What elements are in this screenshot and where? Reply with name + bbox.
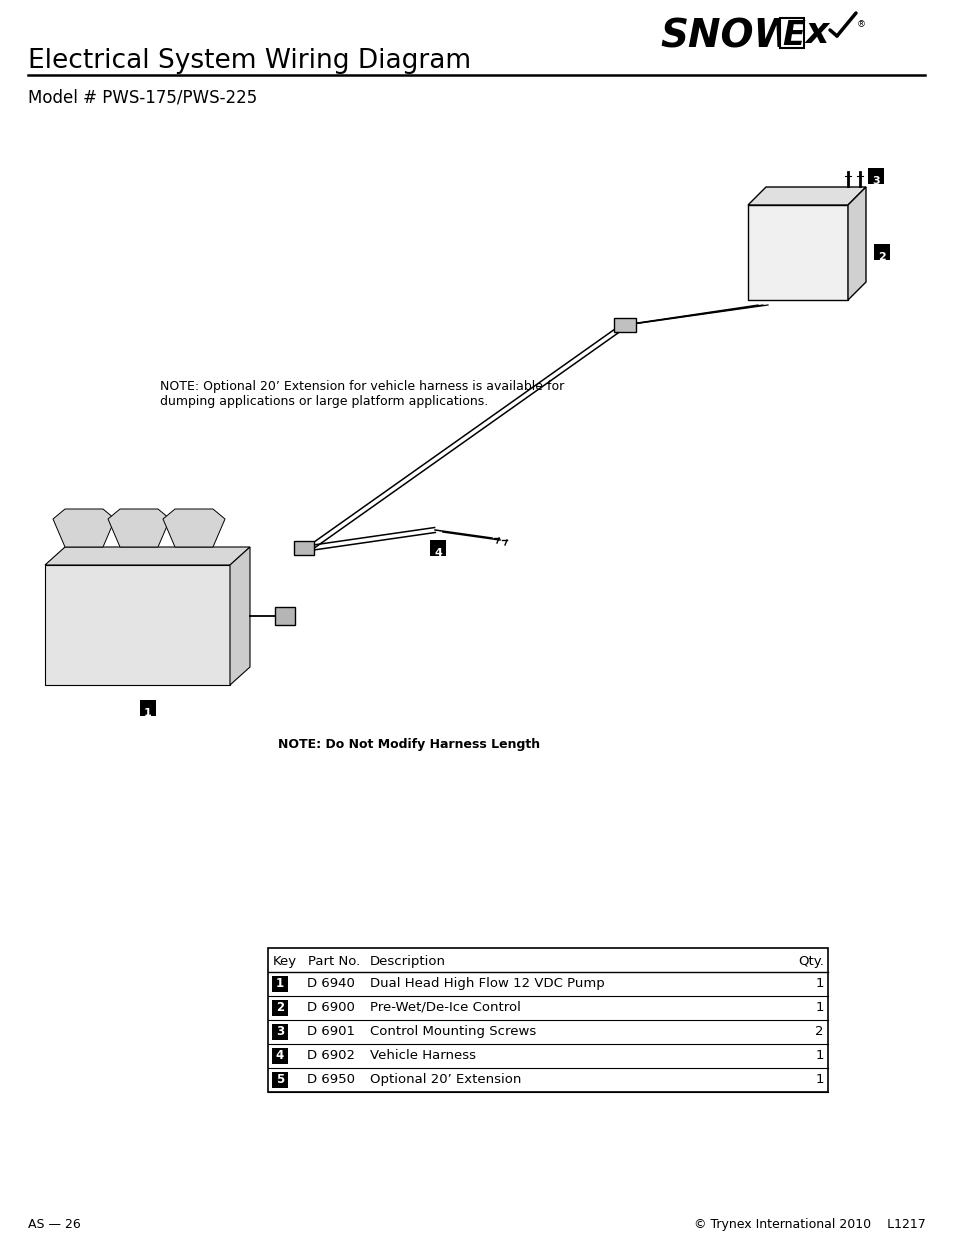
Text: 3: 3 bbox=[871, 177, 879, 186]
Text: D 6902: D 6902 bbox=[307, 1049, 355, 1062]
Text: Dual Head High Flow 12 VDC Pump: Dual Head High Flow 12 VDC Pump bbox=[370, 977, 604, 990]
Polygon shape bbox=[747, 205, 847, 300]
Text: 1: 1 bbox=[815, 1073, 823, 1086]
Text: 1: 1 bbox=[815, 1049, 823, 1062]
Polygon shape bbox=[108, 509, 170, 547]
Bar bbox=[140, 700, 156, 716]
Bar bbox=[272, 1049, 288, 1065]
Text: Key: Key bbox=[273, 955, 296, 968]
Text: 4: 4 bbox=[275, 1049, 284, 1062]
Bar bbox=[294, 541, 314, 555]
Bar bbox=[272, 1024, 288, 1040]
Text: Pre-Wet/De-Ice Control: Pre-Wet/De-Ice Control bbox=[370, 1002, 520, 1014]
Text: Qty.: Qty. bbox=[798, 955, 823, 968]
Polygon shape bbox=[230, 547, 250, 685]
Text: 1: 1 bbox=[815, 1002, 823, 1014]
Text: Optional 20’ Extension: Optional 20’ Extension bbox=[370, 1073, 521, 1086]
Polygon shape bbox=[45, 564, 230, 685]
Text: dumping applications or large platform applications.: dumping applications or large platform a… bbox=[160, 395, 488, 408]
Bar bbox=[873, 245, 889, 261]
Text: 4: 4 bbox=[434, 548, 441, 558]
Text: E: E bbox=[781, 19, 804, 52]
Text: Model # PWS-175/PWS-225: Model # PWS-175/PWS-225 bbox=[28, 88, 257, 106]
Text: 2: 2 bbox=[877, 252, 885, 262]
Text: 5: 5 bbox=[275, 1073, 284, 1086]
Text: Description: Description bbox=[370, 955, 446, 968]
Polygon shape bbox=[45, 547, 250, 564]
Polygon shape bbox=[747, 186, 865, 205]
Polygon shape bbox=[847, 186, 865, 300]
Text: 2: 2 bbox=[815, 1025, 823, 1037]
Text: Vehicle Harness: Vehicle Harness bbox=[370, 1049, 476, 1062]
Bar bbox=[430, 540, 446, 556]
Bar bbox=[614, 317, 636, 332]
Bar bbox=[272, 976, 288, 992]
Polygon shape bbox=[163, 509, 225, 547]
Text: x: x bbox=[804, 16, 827, 49]
Text: 2: 2 bbox=[275, 1002, 284, 1014]
Text: D 6940: D 6940 bbox=[307, 977, 355, 990]
Text: D 6900: D 6900 bbox=[307, 1002, 355, 1014]
Bar bbox=[272, 1000, 288, 1016]
Text: Part No.: Part No. bbox=[308, 955, 360, 968]
Text: SNOW: SNOW bbox=[659, 19, 796, 56]
Text: ®: ® bbox=[856, 20, 865, 28]
Text: NOTE: Do Not Modify Harness Length: NOTE: Do Not Modify Harness Length bbox=[277, 739, 539, 751]
Bar bbox=[272, 1072, 288, 1088]
Bar bbox=[268, 948, 827, 1092]
Bar bbox=[780, 19, 803, 48]
Bar bbox=[867, 168, 883, 184]
Text: D 6901: D 6901 bbox=[307, 1025, 355, 1037]
Text: 1: 1 bbox=[144, 708, 152, 718]
Text: Control Mounting Screws: Control Mounting Screws bbox=[370, 1025, 536, 1037]
Text: Electrical System Wiring Diagram: Electrical System Wiring Diagram bbox=[28, 48, 471, 74]
Text: NOTE: Optional 20’ Extension for vehicle harness is available for: NOTE: Optional 20’ Extension for vehicle… bbox=[160, 380, 563, 393]
Bar bbox=[274, 606, 294, 625]
Text: D 6950: D 6950 bbox=[307, 1073, 355, 1086]
Text: 3: 3 bbox=[275, 1025, 284, 1037]
Text: 1: 1 bbox=[815, 977, 823, 990]
Polygon shape bbox=[53, 509, 115, 547]
Text: AS — 26: AS — 26 bbox=[28, 1218, 81, 1231]
Text: 1: 1 bbox=[275, 977, 284, 990]
Text: © Trynex International 2010    L1217: © Trynex International 2010 L1217 bbox=[694, 1218, 925, 1231]
